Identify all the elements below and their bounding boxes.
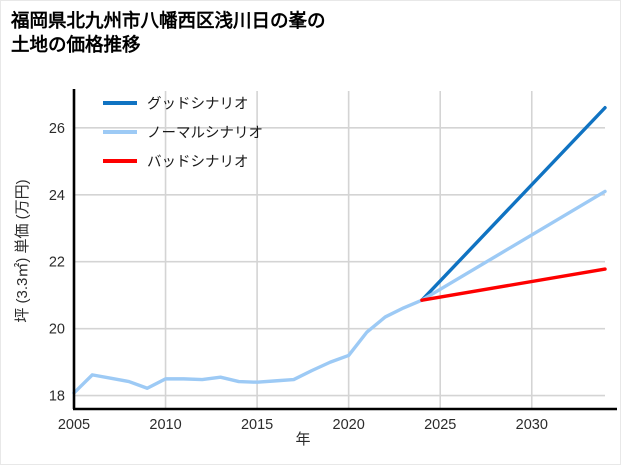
legend-label: グッドシナリオ (147, 96, 249, 113)
gridlines (73, 91, 605, 409)
y-tick-labels: 18 20 22 24 26 (49, 121, 65, 405)
x-tick-labels: 2005 2010 2015 2020 2025 2030 (58, 417, 548, 433)
x-tick-label: 2030 (516, 417, 548, 433)
y-tick-label: 24 (49, 188, 65, 204)
x-tick-label: 2010 (149, 417, 181, 433)
axis-lines (72, 89, 617, 411)
y-tick-label: 22 (49, 255, 65, 271)
y-tick-label: 18 (49, 389, 65, 405)
y-axis-title: 坪 (3.3㎡) 単価 (万円) (14, 179, 31, 322)
x-tick-label: 2025 (424, 417, 456, 433)
y-tick-label: 26 (49, 121, 65, 137)
legend-label: バッドシナリオ (147, 155, 249, 171)
x-tick-label: 2020 (333, 417, 365, 433)
chart-title: 福岡県北九州市八幡西区浅川日の峯の 土地の価格推移 (11, 10, 326, 56)
x-tick-label: 2005 (58, 417, 90, 433)
x-tick-label: 2015 (241, 417, 273, 433)
x-axis-title: 年 (295, 431, 310, 448)
legend-label: ノーマルシナリオ (147, 126, 263, 142)
y-tick-label: 20 (49, 322, 65, 338)
data-series-group (72, 106, 607, 395)
